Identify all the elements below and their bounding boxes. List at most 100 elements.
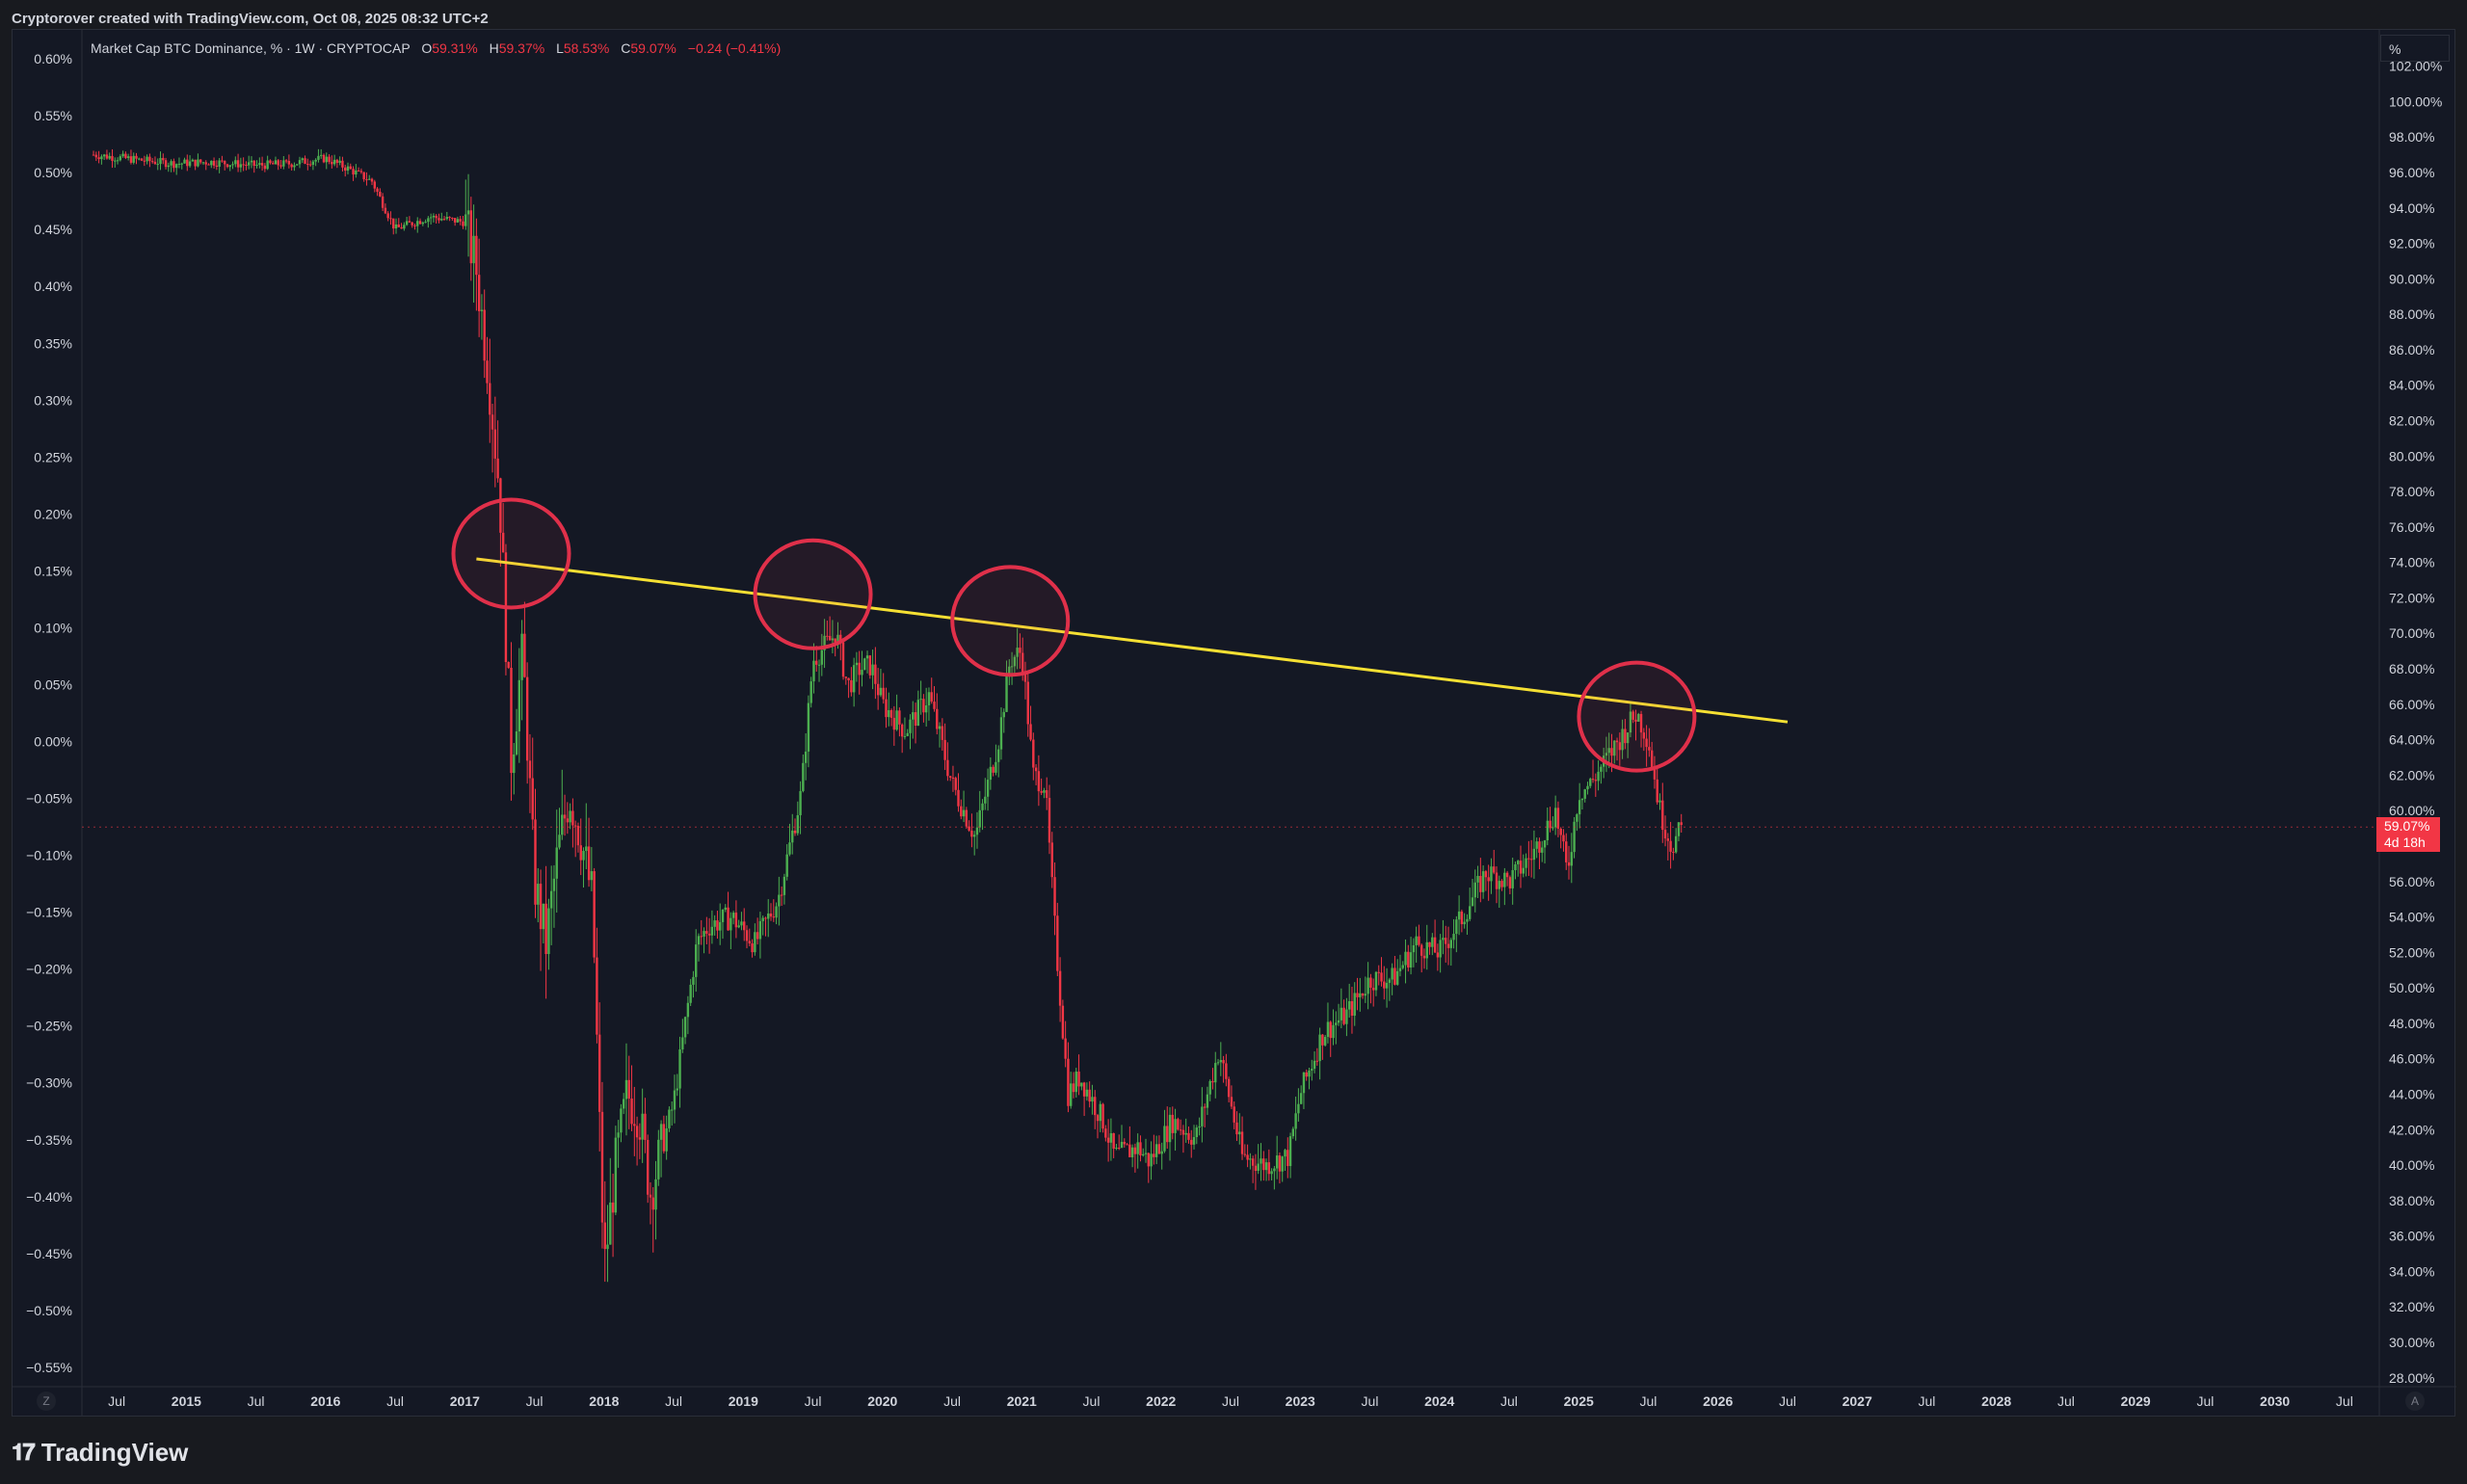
candle-body: [898, 710, 901, 725]
candle-body: [1174, 1119, 1177, 1133]
candle-body: [1556, 808, 1560, 829]
candle-body: [1538, 841, 1541, 853]
candle-body: [296, 164, 299, 166]
candle-body: [1672, 851, 1675, 853]
candle-body: [1214, 1063, 1217, 1083]
candle-body: [1446, 943, 1450, 948]
right-axis-tick: 30.00%: [2389, 1335, 2434, 1350]
candle-body: [1070, 1083, 1073, 1106]
candle-body: [745, 930, 749, 941]
candle-body: [1273, 1168, 1276, 1172]
x-axis-tick: Jul: [1500, 1393, 1518, 1409]
candle-body: [1615, 740, 1619, 743]
candle-body: [231, 164, 234, 166]
candle-body: [489, 383, 491, 415]
candle-body: [863, 658, 866, 671]
candle-body: [338, 160, 341, 163]
candle-body: [199, 159, 202, 163]
candle-body: [1235, 1122, 1238, 1135]
candle-body: [871, 664, 874, 676]
right-axis-tick: 62.00%: [2389, 767, 2434, 782]
right-axis-tick: 102.00%: [2389, 59, 2442, 74]
auto-scale-button[interactable]: A: [2405, 1391, 2425, 1411]
x-axis-tick: Jul: [2196, 1393, 2214, 1409]
candle-body: [207, 164, 210, 166]
x-axis-tick: Jul: [1083, 1393, 1101, 1409]
candle-body: [172, 161, 175, 169]
tradingview-logo[interactable]: 𝟏𝟕 TradingView: [12, 1438, 188, 1468]
candle-body: [1481, 871, 1485, 892]
candle-body: [194, 159, 197, 167]
right-axis-tick: 90.00%: [2389, 271, 2434, 286]
candle-body: [930, 692, 933, 702]
candle-body: [761, 917, 764, 921]
candle-body: [272, 163, 275, 165]
candle-body: [1469, 906, 1472, 919]
candle-body: [978, 809, 981, 828]
tradingview-logo-icon: 𝟏𝟕: [12, 1439, 36, 1466]
price-scale-unit-select[interactable]: %: [2380, 35, 2450, 62]
candle-body: [1104, 1128, 1107, 1138]
candle-body: [850, 679, 853, 693]
candle-body: [668, 1109, 671, 1128]
candle-body: [1048, 797, 1051, 843]
candle-body: [1072, 1083, 1075, 1093]
candle-body: [159, 157, 162, 165]
candle-body: [1144, 1153, 1148, 1154]
candle-body: [1493, 866, 1496, 873]
candle-body: [1297, 1103, 1300, 1114]
candle-body: [1115, 1148, 1118, 1150]
candle-body: [600, 1111, 604, 1223]
candle-body: [1139, 1142, 1142, 1156]
candle-body: [496, 458, 499, 479]
candle-body: [815, 660, 818, 665]
candle-body: [1541, 847, 1544, 853]
candle-body: [1412, 944, 1416, 953]
candle-body: [651, 1197, 654, 1210]
candle-body: [210, 160, 213, 166]
right-axis-tick: 60.00%: [2389, 803, 2434, 818]
chart-canvas[interactable]: 0.60% 0.55% 0.50% 0.45% 0.40% 0.35% 0.30% 0.25%…: [13, 30, 2456, 1418]
candle-body: [1529, 859, 1533, 861]
candle-body: [1597, 771, 1600, 782]
symbol-name[interactable]: Market Cap BTC Dominance, % · 1W · CRYPT…: [91, 40, 411, 56]
candle-body: [1085, 1089, 1089, 1097]
candle-body: [933, 702, 936, 709]
candle-body: [317, 155, 320, 160]
candle-body: [809, 681, 812, 703]
left-axis-tick: 0.35%: [34, 335, 72, 351]
candle-body: [573, 825, 577, 827]
candle-body: [791, 830, 794, 843]
candle-body: [879, 687, 883, 696]
candle-body: [823, 635, 826, 650]
candle-body: [1133, 1147, 1137, 1154]
candle-body: [743, 921, 746, 931]
chart-frame[interactable]: 0.60% 0.55% 0.50% 0.45% 0.40% 0.35% 0.30% 0.25%…: [12, 29, 2456, 1418]
candle-body: [919, 699, 922, 701]
candle-body: [1498, 881, 1500, 889]
candle-body: [373, 181, 376, 189]
candle-body: [335, 159, 339, 163]
candle-body: [1019, 648, 1021, 653]
zoom-reset-button[interactable]: Z: [37, 1391, 56, 1411]
right-axis-tick: 40.00%: [2389, 1157, 2434, 1173]
candle-body: [1517, 861, 1520, 864]
candle-body: [1313, 1060, 1316, 1070]
candle-body: [549, 890, 553, 909]
right-axis-tick: 44.00%: [2389, 1086, 2434, 1101]
candle-body: [1208, 1080, 1211, 1095]
candle-body: [1490, 866, 1493, 882]
candle-body: [1422, 955, 1426, 959]
candle-body: [788, 842, 791, 855]
candle-body: [1420, 944, 1423, 956]
candle-body: [689, 984, 692, 1003]
candle-body: [834, 638, 836, 646]
candle-body: [438, 218, 440, 221]
left-axis-tick: 0.05%: [34, 676, 72, 692]
candle-body: [1353, 993, 1356, 1016]
candle-body: [1321, 1034, 1324, 1046]
candle-body: [100, 156, 103, 160]
candle-body: [1457, 911, 1461, 920]
candle-body: [279, 165, 282, 167]
candle-body: [1315, 1060, 1319, 1062]
